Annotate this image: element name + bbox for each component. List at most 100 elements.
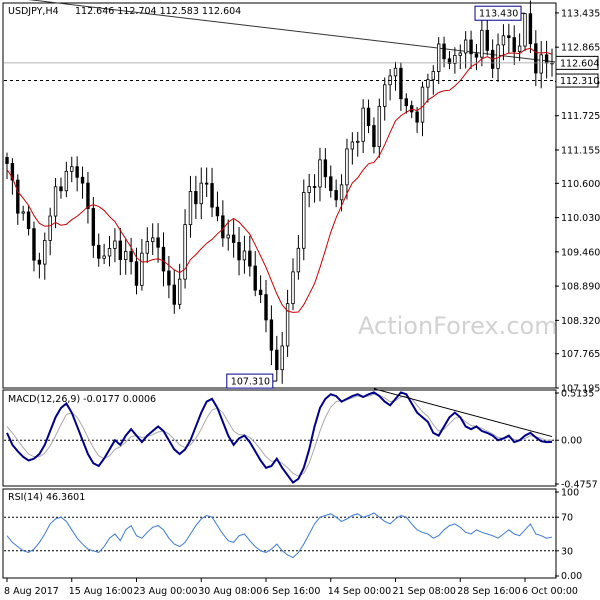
price-y-axis: 113.435112.865112.295111.725111.155110.6…	[555, 8, 600, 395]
price-y-tick-label: 108.890	[561, 282, 600, 293]
candle	[145, 227, 149, 264]
x-tick-label: 21 Sep 08:00	[393, 586, 456, 597]
candle	[404, 93, 409, 114]
x-tick-label: 30 Aug 08:00	[198, 586, 262, 597]
candle-body	[383, 84, 387, 107]
candle	[124, 238, 128, 275]
candle-body	[269, 319, 274, 351]
candle-body	[113, 240, 117, 249]
candle	[442, 36, 446, 68]
candle-body	[474, 53, 479, 58]
candle-body	[431, 71, 435, 81]
candle-body	[118, 240, 123, 261]
candle-body	[539, 54, 543, 74]
candle	[307, 173, 311, 208]
candle-body	[199, 182, 203, 205]
candle	[296, 235, 301, 280]
rsi-label: RSI(14) 46.3601	[8, 492, 85, 503]
candle	[5, 152, 9, 180]
x-tick-label: 14 Sep 00:00	[328, 586, 391, 597]
candle	[156, 223, 160, 263]
candle-body	[415, 111, 419, 123]
candle	[539, 41, 543, 89]
candle	[523, 13, 527, 52]
candle	[215, 191, 220, 222]
candle	[291, 258, 295, 311]
x-tick-label: 28 Sep 16:00	[457, 586, 520, 597]
candle-body	[399, 67, 403, 100]
candle-body	[469, 39, 473, 55]
candle	[70, 156, 74, 183]
candle-body	[48, 215, 52, 241]
candle-body	[129, 251, 133, 263]
macd-line	[6, 391, 553, 484]
x-tick-label: 6 Sep 16:00	[263, 586, 320, 597]
candle	[242, 235, 247, 274]
candle-body	[275, 349, 279, 371]
low-annotation-label: 107.310	[231, 377, 270, 388]
candle-body	[318, 159, 322, 188]
high-annotation-label: 113.430	[479, 9, 518, 20]
high-annotation: 113.430	[474, 5, 526, 21]
candle-body	[10, 163, 15, 181]
low-annotation: 107.310	[226, 373, 277, 389]
candle-body	[507, 35, 511, 39]
candle	[345, 138, 349, 200]
candle	[91, 196, 96, 258]
candle	[21, 205, 25, 221]
candle-body	[258, 289, 263, 296]
candle	[453, 47, 457, 74]
candle	[177, 263, 182, 310]
candle	[366, 99, 371, 134]
candle-body	[97, 244, 101, 259]
dashed-level-label: 112.310	[560, 76, 599, 87]
rsi-y-tick-label: 70	[561, 513, 573, 524]
candle-body	[177, 278, 182, 305]
candle	[436, 37, 441, 85]
price-y-tick-label: 107.765	[561, 349, 600, 360]
rsi-y-tick-label: 30	[561, 546, 573, 557]
candle	[528, 0, 533, 54]
price-y-tick-label: 108.320	[561, 316, 600, 327]
rsi-panel: RSI(14) 46.3601 100 70 30 0.00	[2, 488, 582, 582]
price-trendline	[28, 0, 556, 63]
macd-y-tick-label: 0.5135	[561, 389, 594, 400]
candle	[372, 117, 376, 154]
candle-body	[329, 176, 333, 191]
rsi-line	[6, 512, 553, 559]
candle	[167, 255, 171, 299]
candle	[231, 219, 236, 258]
candle-body	[377, 105, 382, 148]
dashed-level-tag: 112.310	[555, 73, 599, 88]
candle-body	[339, 184, 344, 201]
candle-body	[501, 35, 506, 46]
candle-body	[86, 182, 90, 209]
candle-body	[145, 241, 149, 254]
candle-body	[523, 13, 527, 47]
candle	[107, 235, 112, 267]
candle-body	[356, 140, 360, 143]
macd-panel: MACD(12,26,9) -0.0177 0.0006 0.5135 0.00 -…	[2, 388, 598, 491]
price-y-tick-label: 109.460	[561, 247, 600, 258]
candle	[329, 165, 333, 198]
price-panel: ActionForex.com USDJPY,H4 112.646 112.70…	[2, 0, 600, 395]
candle-body	[107, 248, 112, 257]
candle-body	[534, 43, 538, 74]
price-y-tick-label: 110.600	[561, 179, 600, 190]
candle-body	[366, 107, 371, 126]
candle-body	[485, 29, 489, 51]
candle	[485, 19, 489, 56]
x-tick-label: 15 Aug 16:00	[69, 586, 133, 597]
candle	[16, 174, 20, 225]
candle	[334, 179, 338, 208]
candle-body	[496, 44, 500, 69]
price-y-tick-label: 111.725	[561, 111, 600, 122]
candle	[161, 232, 166, 287]
candle	[534, 30, 538, 87]
candle	[285, 289, 290, 357]
candle-body	[221, 215, 225, 239]
candle-body	[447, 58, 452, 64]
candle	[280, 331, 284, 384]
candle	[10, 158, 15, 195]
